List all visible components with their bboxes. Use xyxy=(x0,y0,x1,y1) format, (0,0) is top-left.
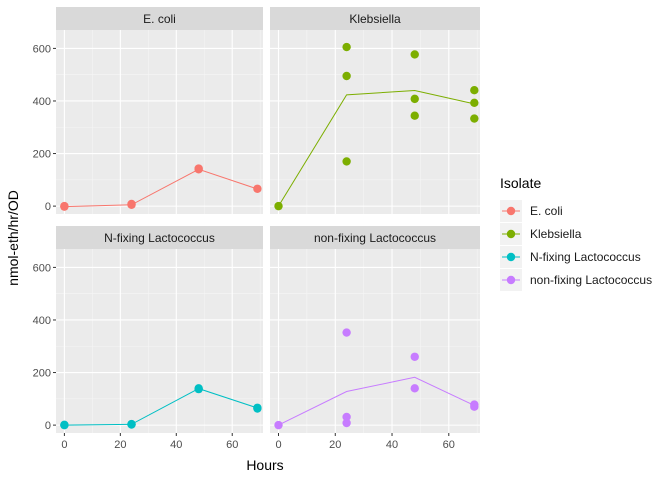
facet-panel: non-fixing Lactococcus 0 20 40 60 xyxy=(270,226,480,451)
x-axis-title: Hours xyxy=(246,457,283,473)
data-point xyxy=(470,85,479,95)
data-point xyxy=(127,420,136,429)
legend-label: non-fixing Lactococcus xyxy=(530,273,652,287)
legend: E. coli Klebsiella N-fixing Lactococcus non… xyxy=(500,200,652,291)
facet-panel: Klebsiella xyxy=(270,7,480,214)
x-tick-label: 40 xyxy=(386,439,398,451)
facet-strip-label: E. coli xyxy=(143,12,176,26)
series-line xyxy=(278,376,475,426)
panel-background xyxy=(270,249,480,433)
data-point xyxy=(253,404,262,413)
y-tick-label: 200 xyxy=(33,368,51,380)
x-tick-label: 20 xyxy=(329,439,341,451)
x-tick-label: 0 xyxy=(275,439,281,451)
data-point xyxy=(253,184,262,193)
legend-label: Klebsiella xyxy=(530,227,582,241)
panel-background xyxy=(56,30,263,214)
facet-strip xyxy=(56,226,263,249)
data-point xyxy=(60,420,69,430)
x-tick-label: 40 xyxy=(170,439,182,451)
x-tick-label: 20 xyxy=(114,439,126,451)
data-point xyxy=(342,418,351,428)
legend-key-point xyxy=(506,229,516,239)
data-point xyxy=(342,71,351,81)
facet-strip xyxy=(270,226,480,249)
data-point xyxy=(470,98,479,108)
facet-strip xyxy=(270,7,480,30)
data-point xyxy=(410,111,419,120)
y-tick-label: 200 xyxy=(33,149,51,161)
data-point xyxy=(342,157,351,166)
panel-background xyxy=(270,30,480,214)
series-line xyxy=(278,89,475,207)
y-tick-label: 600 xyxy=(33,262,51,274)
data-point xyxy=(410,50,419,59)
data-point xyxy=(127,200,136,209)
facet-panel: N-fixing Lactococcus 0 200 400 600 0 20 40 60 xyxy=(33,226,263,451)
series-line xyxy=(64,388,258,426)
data-point xyxy=(274,420,283,430)
data-point xyxy=(342,328,351,337)
facet-strip-label: N-fixing Lactococcus xyxy=(104,231,215,245)
data-point xyxy=(194,384,203,394)
series-line xyxy=(64,168,258,208)
y-tick-label: 400 xyxy=(33,315,51,327)
x-tick-label: 60 xyxy=(443,439,455,451)
y-tick-label: 0 xyxy=(45,420,51,432)
data-point xyxy=(470,402,479,411)
panel-background xyxy=(56,249,263,433)
y-tick-label: 400 xyxy=(33,96,51,108)
x-tick-label: 0 xyxy=(61,439,67,451)
legend-key-point xyxy=(506,206,516,216)
data-point xyxy=(194,164,203,173)
y-tick-label: 0 xyxy=(45,201,51,213)
data-point xyxy=(470,114,479,123)
legend-label: E. coli xyxy=(530,204,563,218)
facet-panel: E. coli 0 200 400 600 xyxy=(33,7,263,214)
data-point xyxy=(410,384,419,393)
data-point xyxy=(274,201,283,211)
legend-key-point xyxy=(506,275,516,285)
facet-strip-label: non-fixing Lactococcus xyxy=(314,231,436,245)
legend-title: Isolate xyxy=(500,175,541,191)
data-point xyxy=(410,94,419,104)
facet-strip xyxy=(56,7,263,30)
y-axis-title: nmol-eth/hr/OD xyxy=(5,190,21,286)
legend-key-point xyxy=(506,252,516,262)
facet-strip-label: Klebsiella xyxy=(349,12,401,26)
x-tick-label: 60 xyxy=(226,439,238,451)
y-tick-label: 600 xyxy=(33,43,51,55)
data-point xyxy=(342,412,351,422)
data-point xyxy=(342,42,351,52)
data-point xyxy=(410,352,419,361)
legend-label: N-fixing Lactococcus xyxy=(530,250,641,264)
data-point xyxy=(60,201,69,211)
